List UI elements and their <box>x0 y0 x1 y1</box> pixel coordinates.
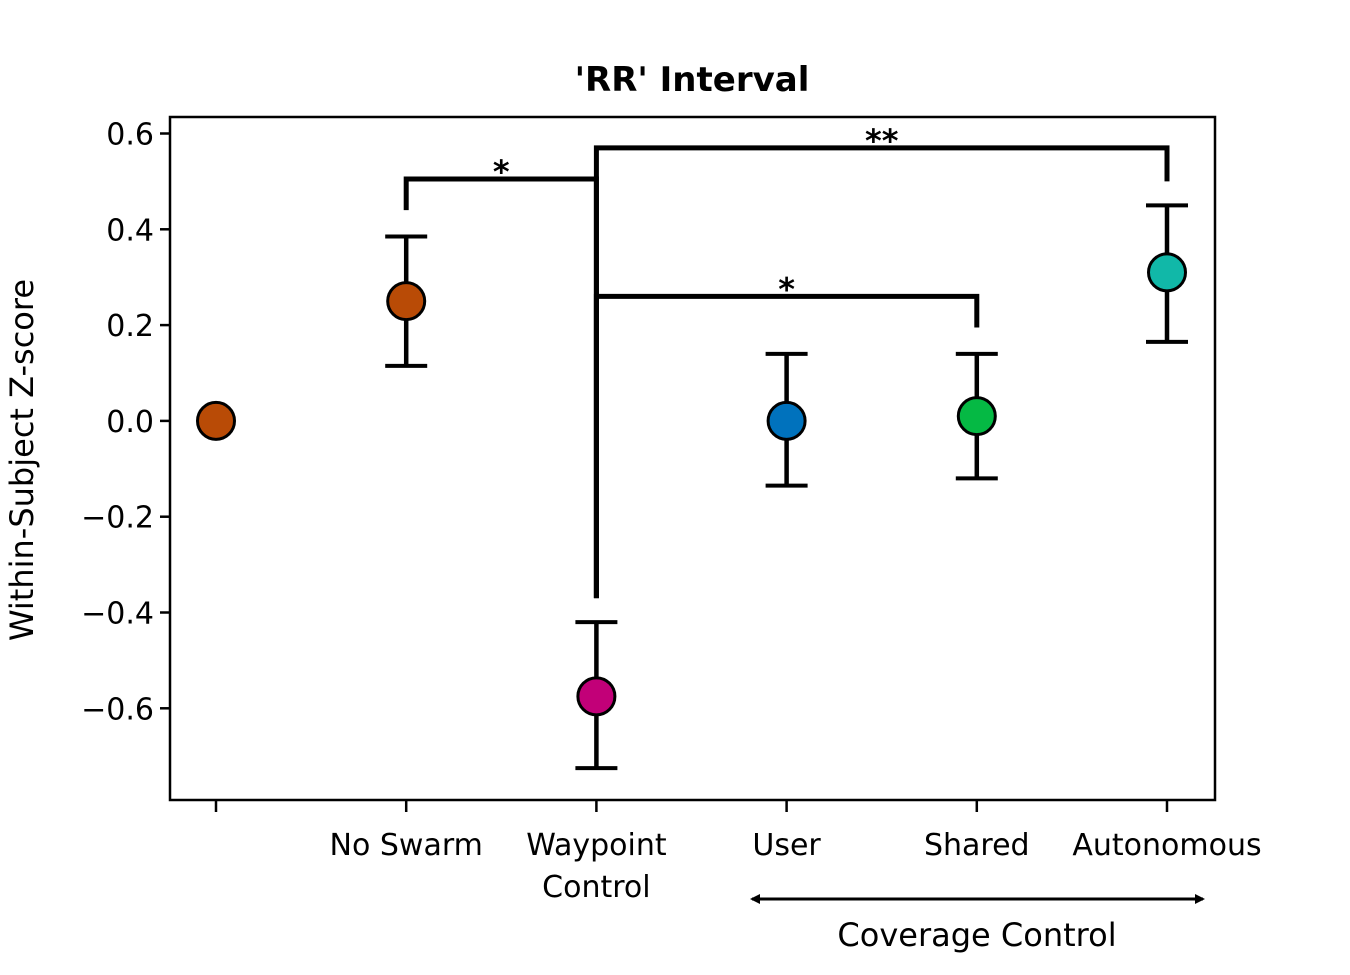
y-tick-label: −0.2 <box>81 501 154 536</box>
significance-bracket <box>403 176 599 599</box>
y-tick-label: 0.2 <box>106 309 154 344</box>
y-tick-label: 0.0 <box>106 405 154 440</box>
data-point <box>576 676 617 717</box>
x-tick-label: User <box>752 828 821 863</box>
y-tick-label: −0.6 <box>81 692 154 727</box>
significance-label: ** <box>865 122 899 160</box>
data-point <box>386 281 427 322</box>
plot-area: 0.6 0.4 0.2 0.0 −0.2 −0.4 −0.6 No Swarm Waypoint… <box>81 118 1261 906</box>
plot-frame <box>168 115 1217 802</box>
data-point <box>766 400 807 441</box>
x-tick-label: Shared <box>924 828 1030 863</box>
y-tick-label: −0.4 <box>81 597 154 632</box>
significance-bracket <box>593 145 1170 599</box>
y-axis-label: Within-Subject Z-score <box>3 279 41 641</box>
y-tick-label: 0.6 <box>106 118 154 153</box>
x-tick-label: No Swarm <box>330 828 483 863</box>
group-label: Coverage Control <box>837 916 1116 954</box>
data-point <box>956 396 997 437</box>
chart-title: 'RR' Interval <box>575 60 810 100</box>
x-tick-label: Waypoint <box>526 828 667 863</box>
y-tick-label: 0.4 <box>106 213 154 248</box>
data-point <box>196 400 236 441</box>
significance-label: * <box>778 270 795 308</box>
data-point <box>1147 252 1187 293</box>
x-tick-label: Autonomous <box>1072 828 1261 863</box>
significance-bracket <box>593 293 980 599</box>
significance-label: * <box>493 153 510 191</box>
x-tick-label: Control <box>542 870 650 905</box>
